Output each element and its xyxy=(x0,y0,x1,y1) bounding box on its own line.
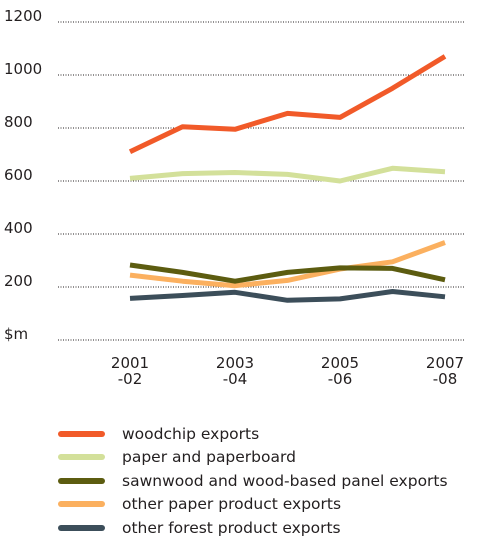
series-line-sawnwood-and-wood-based-panel-exports xyxy=(129,262,446,284)
legend-label: woodchip exports xyxy=(122,424,260,443)
series-line-other-paper-product-exports xyxy=(129,240,446,289)
legend-item: other forest product exports xyxy=(58,516,484,540)
legend-swatch xyxy=(58,430,105,437)
x-tick-label-year: 2003 xyxy=(216,354,254,372)
legend-label: other forest product exports xyxy=(122,518,341,537)
legend-swatch xyxy=(58,501,105,508)
y-tick-label: 1200 xyxy=(4,7,42,25)
legend-item: other paper product exports xyxy=(58,493,484,517)
x-tick-label-year: 2007 xyxy=(426,354,464,372)
legend: woodchip exports paper and paperboard sawn… xyxy=(58,422,484,540)
x-tick-label-span: -06 xyxy=(328,370,353,388)
y-tick-label: 400 xyxy=(4,219,33,237)
legend-label: paper and paperboard xyxy=(122,448,296,467)
y-tick-label: 800 xyxy=(4,113,33,131)
x-tick-label-year: 2001 xyxy=(111,354,149,372)
legend-label: sawnwood and wood-based panel exports xyxy=(122,471,448,490)
y-tick-label: $m xyxy=(4,325,28,343)
y-axis-tick-labels: $m 200 400 600 800 1000 1200 xyxy=(4,7,42,343)
legend-label: other paper product exports xyxy=(122,495,342,514)
x-tick-label-span: -04 xyxy=(223,370,248,388)
legend-swatch xyxy=(58,477,105,484)
x-tick-label-year: 2005 xyxy=(321,354,359,372)
legend-swatch xyxy=(58,524,105,531)
series-line-woodchip-exports xyxy=(128,54,447,155)
series-line-other-forest-product-exports xyxy=(129,289,446,303)
legend-item: woodchip exports xyxy=(58,422,484,446)
y-tick-label: 200 xyxy=(4,272,33,290)
series-line-paper-and-paperboard xyxy=(129,165,446,184)
legend-swatch xyxy=(58,454,105,461)
legend-item: sawnwood and wood-based panel exports xyxy=(58,469,484,493)
y-tick-label: 1000 xyxy=(4,60,42,78)
legend-item: paper and paperboard xyxy=(58,446,484,470)
series-lines xyxy=(128,54,447,303)
gridlines xyxy=(58,21,464,341)
x-tick-label-span: -08 xyxy=(433,370,458,388)
x-tick-label-span: -02 xyxy=(118,370,143,388)
y-tick-label: 600 xyxy=(4,166,33,184)
x-axis-tick-labels: 2001-02 2003-04 2005-06 2007-08 xyxy=(111,354,464,388)
